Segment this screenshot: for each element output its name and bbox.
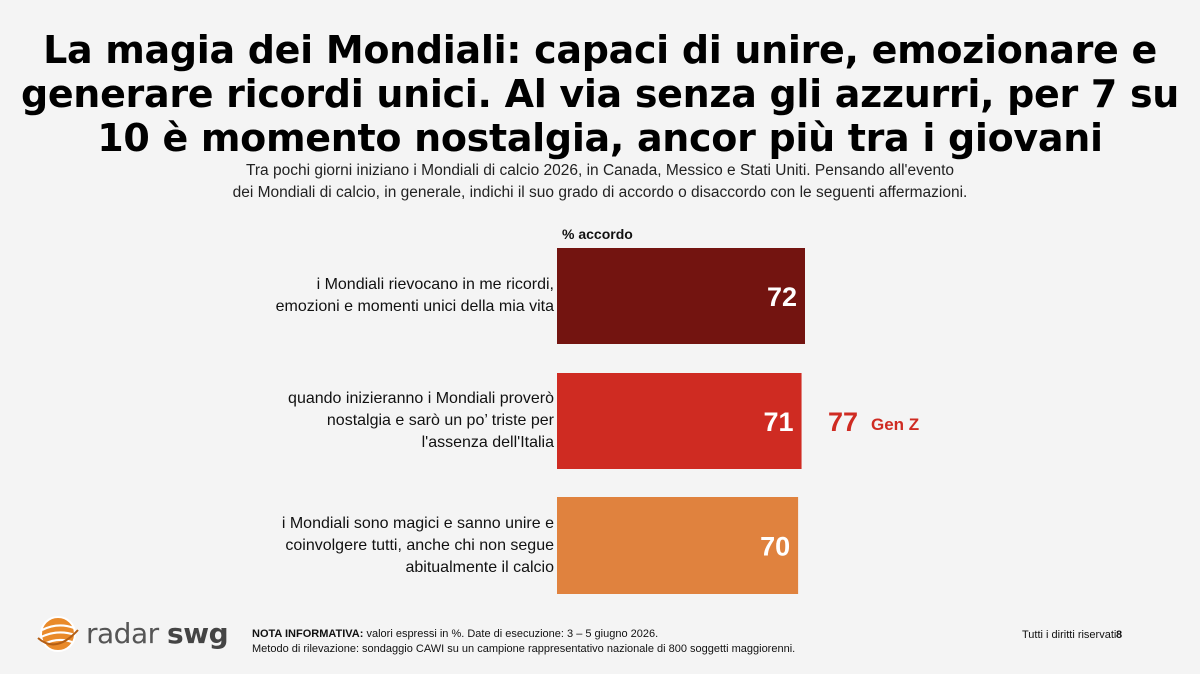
radar-swg-logo: radar swg: [36, 614, 229, 654]
bar-3: [557, 497, 799, 594]
logo-wordmark: radar swg: [86, 617, 229, 650]
page-number: 8: [1116, 629, 1123, 641]
note-label: NOTA INFORMATIVA:: [252, 628, 364, 640]
category-label-line: abitualmente il calcio: [405, 558, 554, 576]
logo-word-swg: swg: [167, 617, 229, 650]
category-label-line: i Mondiali rievocano in me ricordi,: [316, 276, 554, 293]
subtitle-line-1: Tra pochi giorni iniziano i Mondiali di …: [245, 162, 955, 179]
value-column-header: % accordo: [562, 226, 633, 242]
subtitle-line-2: dei Mondiali di calcio, in generale, ind…: [232, 184, 968, 201]
genz-callout-value: 77: [828, 407, 858, 437]
category-label-line: i Mondiali sono magici e sanno unire e: [281, 514, 554, 532]
footer-note: NOTA INFORMATIVA: valori espressi in %. …: [252, 627, 795, 657]
rights-reserved: Tutti i diritti riservati: [1022, 629, 1117, 641]
genz-callout-label: Gen Z: [871, 415, 919, 434]
globe-logo-icon: [37, 616, 79, 652]
category-label-line: emozioni e momenti unici della mia vita: [275, 298, 554, 315]
chart-subtitle: Tra pochi giorni iniziano i Mondiali di …: [150, 160, 1050, 204]
category-label-line: quando inizieranno i Mondiali proverò: [288, 390, 554, 407]
logo-word-radar: radar: [86, 617, 159, 650]
category-label-1: i Mondiali rievocano in me ricordi, emozi…: [234, 248, 554, 344]
note-line-1: valori espressi in %. Date di esecuzione…: [363, 628, 659, 640]
note-line-2: Metodo di rilevazione: sondaggio CAWI su…: [252, 643, 796, 655]
category-label-2: quando inizieranno i Mondiali proverò nos…: [234, 373, 554, 469]
bar-1: [557, 248, 805, 344]
category-label-line: coinvolgere tutti, anche chi non segue: [285, 536, 554, 554]
category-label-line: l'assenza dell'Italia: [421, 434, 554, 451]
bar-value-label-3: 70: [760, 532, 790, 562]
category-label-line: nostalgia e sarò un po’ triste per: [326, 412, 554, 429]
bar-value-label-1: 72: [767, 282, 797, 312]
category-label-3: i Mondiali sono magici e sanno unire e co…: [234, 497, 554, 594]
bar-2: [557, 373, 802, 469]
bar-value-label-2: 71: [764, 407, 794, 437]
page-title: La magia dei Mondiali: capaci di unire, …: [20, 28, 1180, 160]
